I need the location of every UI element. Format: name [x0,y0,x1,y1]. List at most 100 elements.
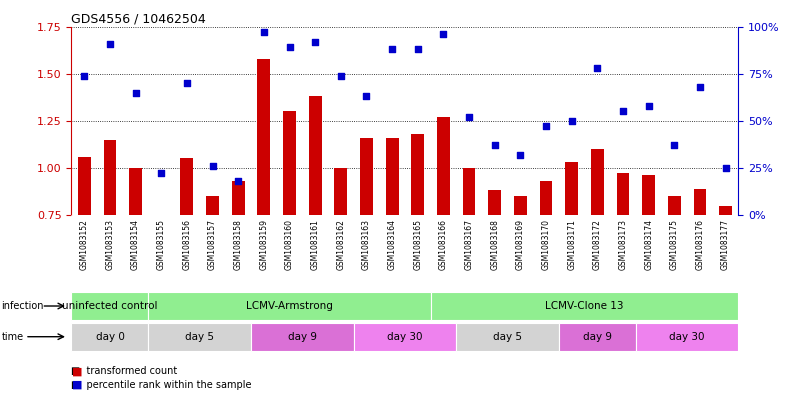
Point [591,65,603,71]
Text: GDS4556 / 10462504: GDS4556 / 10462504 [71,13,206,26]
Bar [78,156,91,215]
Point [488,142,501,149]
Text: GSM1083173: GSM1083173 [619,219,627,270]
Text: GSM1083153: GSM1083153 [106,219,114,270]
Text: ■  percentile rank within the sample: ■ percentile rank within the sample [71,380,252,390]
Bar [103,140,117,215]
Bar [257,59,270,215]
Text: GSM1083162: GSM1083162 [337,219,345,270]
Text: day 0: day 0 [95,332,125,342]
Text: GSM1083163: GSM1083163 [362,219,371,270]
Point [514,152,526,158]
Point [360,93,373,99]
Text: ■: ■ [72,366,83,376]
Text: GSM1083176: GSM1083176 [696,219,704,270]
Text: day 9: day 9 [583,332,612,342]
Point [309,39,322,45]
Point [386,46,399,52]
Point [642,103,655,109]
Point [437,31,449,37]
Point [694,84,707,90]
Bar [457,323,559,351]
Text: ■  transformed count: ■ transformed count [71,366,178,376]
Text: GSM1083158: GSM1083158 [233,219,243,270]
Bar [591,149,603,215]
Bar [360,138,373,215]
Bar [232,181,245,215]
Text: day 30: day 30 [669,332,705,342]
Bar [334,168,347,215]
Text: GSM1083159: GSM1083159 [260,219,268,270]
Point [463,114,476,120]
Bar [71,292,148,320]
Point [668,142,680,149]
Text: GSM1083165: GSM1083165 [413,219,422,270]
Bar [565,162,578,215]
Text: day 9: day 9 [288,332,317,342]
Text: GSM1083174: GSM1083174 [644,219,653,270]
Point [411,46,424,52]
Point [283,44,296,50]
Bar [386,138,399,215]
Bar [540,181,553,215]
Bar [309,96,322,215]
Bar [719,206,732,215]
Text: GSM1083155: GSM1083155 [156,219,166,270]
Bar [148,323,251,351]
Text: GSM1083160: GSM1083160 [285,219,294,270]
Text: GSM1083175: GSM1083175 [670,219,679,270]
Bar [430,292,738,320]
Point [206,163,219,169]
Point [257,29,270,35]
Point [540,123,553,130]
Point [565,118,578,124]
Bar [463,168,476,215]
Bar [617,173,630,215]
Text: uninfected control: uninfected control [62,301,158,311]
Bar [148,292,430,320]
Text: GSM1083177: GSM1083177 [721,219,730,270]
Text: GSM1083166: GSM1083166 [439,219,448,270]
Text: GSM1083164: GSM1083164 [387,219,397,270]
Bar [559,323,636,351]
Bar [251,323,353,351]
Text: GSM1083156: GSM1083156 [183,219,191,270]
Bar [437,117,450,215]
Text: GSM1083167: GSM1083167 [464,219,473,270]
Text: ■: ■ [72,380,83,390]
Bar [206,196,219,215]
Point [180,80,193,86]
Point [232,178,245,184]
Text: GSM1083171: GSM1083171 [567,219,576,270]
Point [155,170,168,176]
Point [103,40,116,47]
Point [78,72,91,79]
Text: GSM1083154: GSM1083154 [131,219,140,270]
Point [334,72,347,79]
Point [719,165,732,171]
Bar [71,323,148,351]
Bar [283,111,296,215]
Text: GSM1083152: GSM1083152 [79,219,89,270]
Text: GSM1083170: GSM1083170 [542,219,550,270]
Text: time: time [2,332,24,342]
Bar [642,175,655,215]
Bar [668,196,680,215]
Text: day 5: day 5 [493,332,522,342]
Text: LCMV-Armstrong: LCMV-Armstrong [246,301,333,311]
Bar [693,189,707,215]
Point [129,89,142,95]
Bar [353,323,457,351]
Text: infection: infection [2,301,44,311]
Bar [514,196,526,215]
Text: GSM1083168: GSM1083168 [490,219,499,270]
Text: GSM1083172: GSM1083172 [593,219,602,270]
Text: LCMV-Clone 13: LCMV-Clone 13 [545,301,624,311]
Point [617,108,630,114]
Bar [129,168,142,215]
Text: GSM1083169: GSM1083169 [516,219,525,270]
Bar [636,323,738,351]
Bar [488,191,501,215]
Bar [411,134,424,215]
Text: day 30: day 30 [387,332,422,342]
